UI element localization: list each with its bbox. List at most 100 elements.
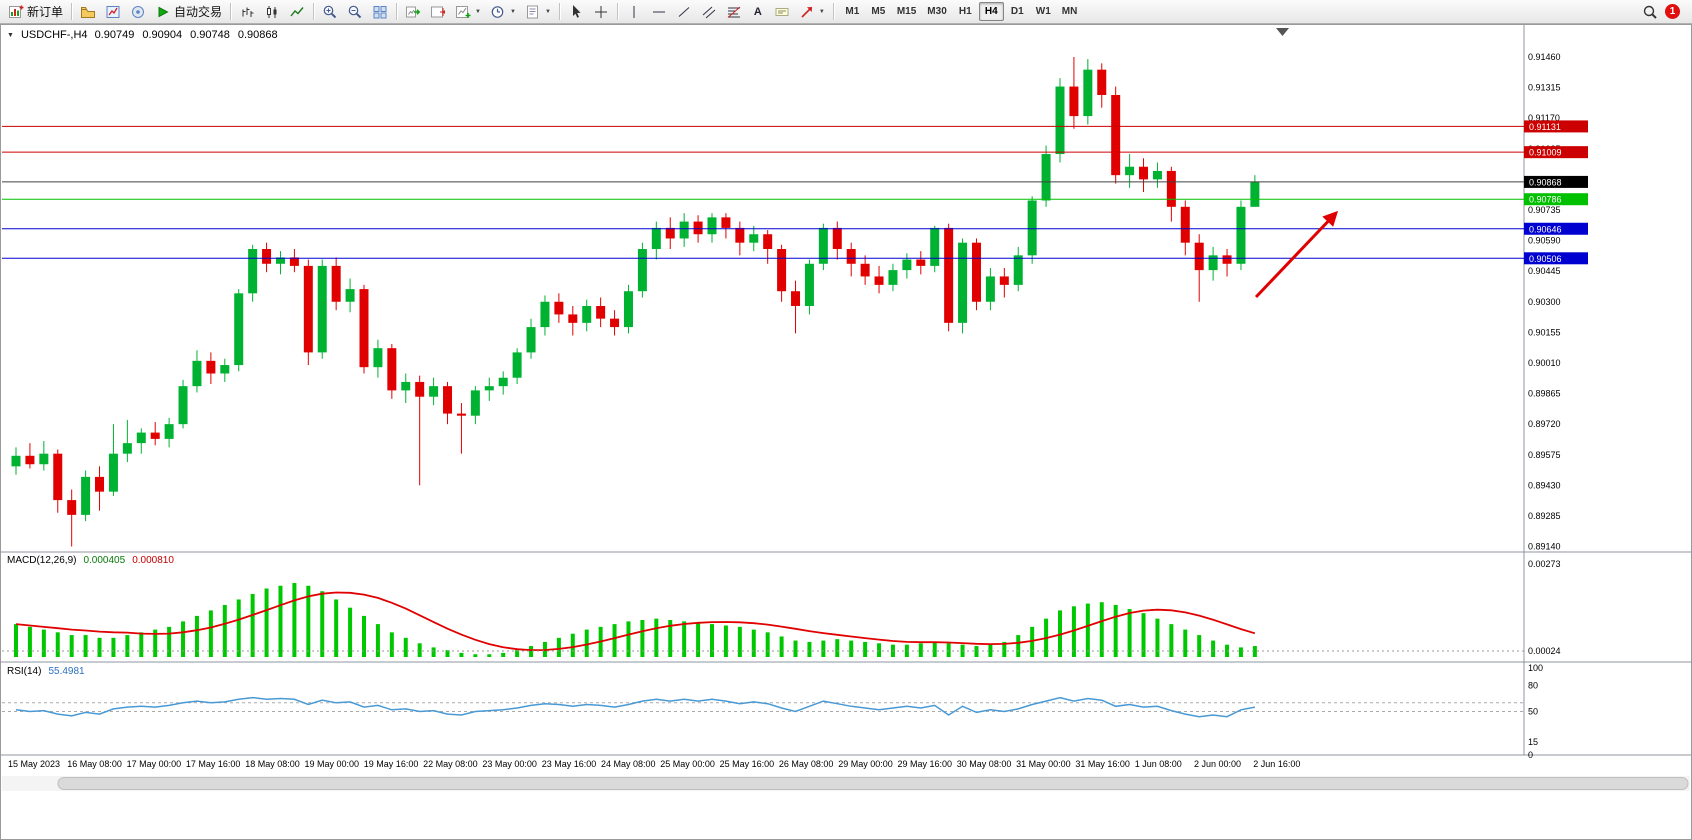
vertical-line-icon [633, 5, 635, 18]
timeframe-button-d1[interactable]: D1 [1005, 2, 1030, 21]
tile-windows-button[interactable] [368, 1, 392, 22]
svg-text:15: 15 [1528, 737, 1538, 747]
ohlc-open: 0.90749 [94, 29, 135, 41]
market-watch-button[interactable] [101, 1, 125, 22]
vertical-line-button[interactable] [622, 1, 646, 22]
auto-trading-button[interactable]: 自动交易 [151, 1, 226, 22]
templates-button[interactable]: ▼ [521, 1, 555, 22]
auto-scroll-button[interactable] [401, 1, 425, 22]
price-tag [1524, 222, 1588, 235]
text-tool-icon: A [753, 5, 762, 18]
svg-text:0.90506: 0.90506 [1529, 254, 1562, 264]
zoom-in-icon [323, 5, 337, 18]
search-icon [1643, 5, 1657, 19]
price-tag [1524, 120, 1588, 133]
cursor-button[interactable] [564, 1, 588, 22]
chart-shift-button[interactable] [426, 1, 450, 22]
zoom-out-button[interactable] [343, 1, 367, 22]
svg-text:2 Jun 16:00: 2 Jun 16:00 [1253, 759, 1300, 769]
line-chart-button[interactable] [285, 1, 309, 22]
rsi-value: 55.4981 [48, 666, 85, 677]
toolbar-separator [230, 3, 232, 20]
svg-text:19 May 16:00: 19 May 16:00 [364, 759, 419, 769]
price-tag [1524, 146, 1588, 159]
periods-button[interactable]: ▼ [486, 1, 520, 22]
timeframe-group: M1 M5 M15 M30 H1 H4 D1 W1 MN [840, 2, 1082, 21]
navigator-button[interactable] [126, 1, 150, 22]
templates-icon [526, 5, 538, 18]
scrollbar-thumb[interactable] [57, 777, 1689, 790]
auto-trading-label: 自动交易 [174, 5, 223, 19]
timeframe-button-h1[interactable]: H1 [953, 2, 978, 21]
crosshair-button[interactable] [589, 1, 613, 22]
svg-text:31 May 00:00: 31 May 00:00 [1016, 759, 1071, 769]
arrows-button[interactable]: ▼ [795, 1, 829, 22]
timeframe-button-m30[interactable]: M30 [922, 2, 951, 21]
svg-text:50: 50 [1528, 707, 1538, 717]
fibonacci-button[interactable] [722, 1, 746, 22]
channel-icon [702, 6, 716, 18]
svg-text:0.89430: 0.89430 [1528, 480, 1561, 490]
ohlc-readout: 0.90749 0.90904 0.90748 0.90868 [95, 29, 278, 41]
search-button[interactable] [1638, 1, 1662, 22]
line-chart-icon [290, 6, 304, 16]
market-watch-icon [106, 5, 120, 18]
svg-text:16 May 08:00: 16 May 08:00 [67, 759, 122, 769]
chart-canvas[interactable]: 0.914600.913150.911700.910250.908800.907… [0, 24, 1692, 840]
svg-text:1 Jun 08:00: 1 Jun 08:00 [1135, 759, 1182, 769]
profiles-button[interactable] [76, 1, 100, 22]
rsi-name: RSI(14) [7, 666, 42, 677]
toolbar-separator [71, 3, 73, 20]
svg-text:0.91009: 0.91009 [1529, 148, 1562, 158]
svg-text:24 May 08:00: 24 May 08:00 [601, 759, 656, 769]
timeframe-button-m15[interactable]: M15 [892, 2, 921, 21]
horizontal-lines[interactable]: 0.91131 0.91009 0.90868 0.90786 0.90646 0.905… [2, 120, 1588, 265]
timeframe-button-mn[interactable]: MN [1057, 2, 1083, 21]
price-tag [1524, 193, 1588, 206]
svg-text:17 May 00:00: 17 May 00:00 [127, 759, 182, 769]
svg-text:31 May 16:00: 31 May 16:00 [1075, 759, 1130, 769]
dropdown-caret-icon: ▼ [475, 8, 481, 15]
toolbar-separator [616, 3, 618, 20]
toolbar-separator [558, 3, 560, 20]
new-order-button[interactable]: 新订单 [4, 1, 67, 22]
horizontal-line-icon [652, 11, 665, 12]
macd-axis-min: 0.00024 [1528, 646, 1561, 656]
svg-text:0.89140: 0.89140 [1528, 542, 1561, 552]
chart-shift-marker [1276, 28, 1289, 36]
timeframe-button-m5[interactable]: M5 [866, 2, 891, 21]
auto-scroll-icon [406, 6, 421, 17]
trendline-icon [678, 6, 690, 17]
svg-text:25 May 16:00: 25 May 16:00 [720, 759, 775, 769]
indicators-button[interactable]: ▼ [451, 1, 485, 22]
chart-menu-icon[interactable]: ▼ [7, 31, 14, 39]
chart-symbol-label: USDCHF-,H4 [20, 29, 88, 41]
text-button[interactable]: A [747, 1, 769, 22]
svg-text:0.90155: 0.90155 [1528, 327, 1561, 337]
chart-shift-icon [431, 6, 446, 17]
timeframe-button-m1[interactable]: M1 [840, 2, 865, 21]
channel-button[interactable] [697, 1, 721, 22]
timeframe-button-h4[interactable]: H4 [978, 2, 1004, 21]
notification-badge[interactable]: 1 [1665, 4, 1680, 19]
zoom-in-button[interactable] [318, 1, 342, 22]
crosshair-icon [594, 5, 607, 18]
candlestick-chart-button[interactable] [260, 1, 284, 22]
svg-text:18 May 08:00: 18 May 08:00 [245, 759, 300, 769]
svg-text:2 Jun 00:00: 2 Jun 00:00 [1194, 759, 1241, 769]
svg-text:100: 100 [1528, 663, 1543, 673]
horizontal-line-button[interactable] [647, 1, 671, 22]
trendline-button[interactable] [672, 1, 696, 22]
timeframe-button-w1[interactable]: W1 [1031, 2, 1056, 21]
svg-text:26 May 08:00: 26 May 08:00 [779, 759, 834, 769]
chart-window: 0.914600.913150.911700.910250.908800.907… [0, 24, 1692, 840]
svg-text:22 May 08:00: 22 May 08:00 [423, 759, 478, 769]
svg-text:0.90786: 0.90786 [1529, 195, 1562, 205]
auto-trading-icon [158, 6, 169, 17]
svg-text:0: 0 [1528, 750, 1533, 760]
text-label-button[interactable] [770, 1, 794, 22]
toolbar-separator [396, 3, 398, 20]
svg-text:19 May 00:00: 19 May 00:00 [305, 759, 360, 769]
trend-arrow[interactable] [1254, 210, 1339, 299]
bar-chart-button[interactable] [235, 1, 259, 22]
